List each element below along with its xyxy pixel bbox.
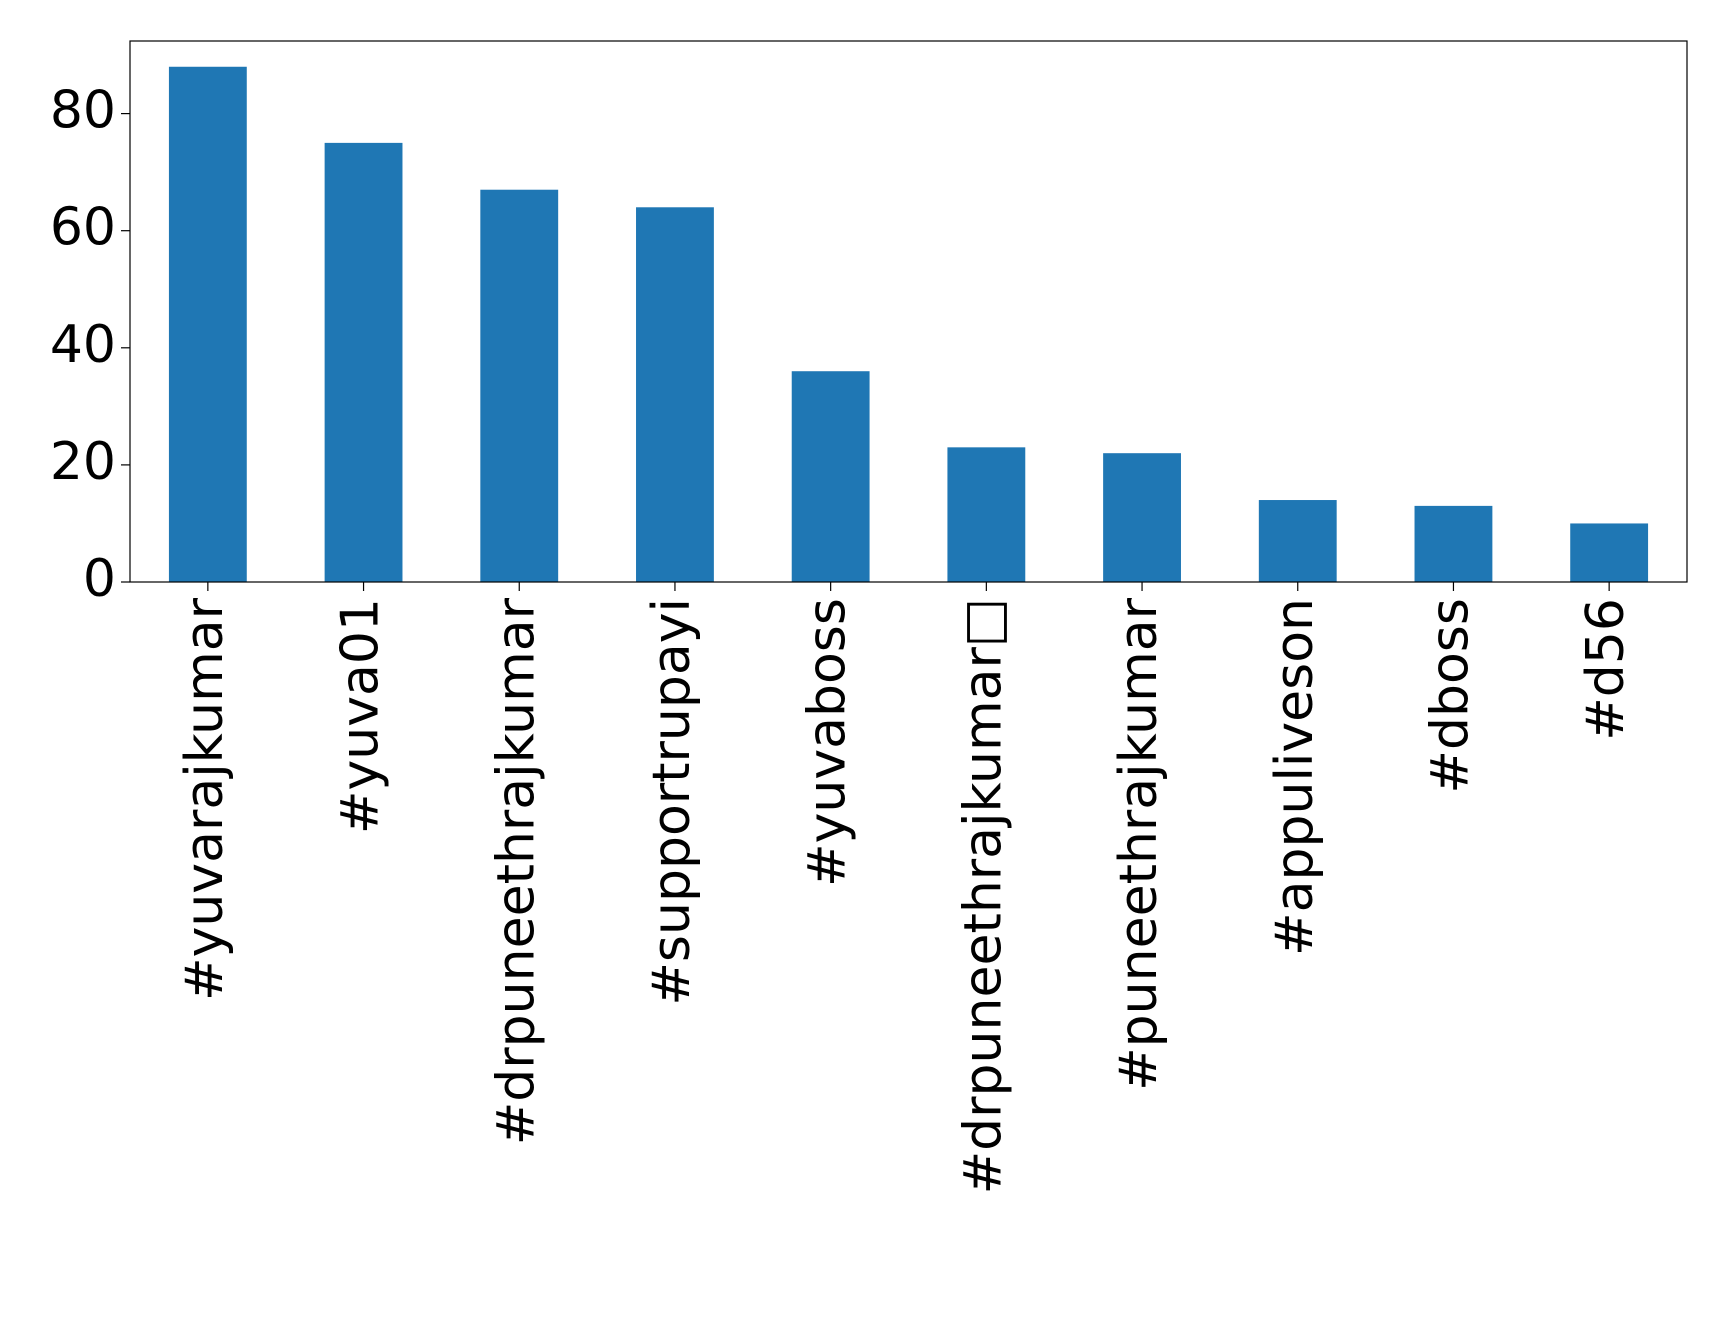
plot-frame xyxy=(129,40,1688,583)
bar xyxy=(480,189,559,583)
y-tick-label: 0 xyxy=(83,549,116,609)
x-tick-label: #yuvaboss xyxy=(798,598,858,887)
x-tick-label: #d56 xyxy=(1576,598,1636,741)
x-tick-label: #yuva01 xyxy=(331,598,391,834)
bar xyxy=(1414,505,1493,582)
y-tick-label: 80 xyxy=(50,81,116,141)
x-tick-label: #drpuneethrajkumar xyxy=(486,597,546,1145)
y-tick-label: 20 xyxy=(50,432,116,492)
x-tick-label: #drpuneethrajkumar□ xyxy=(953,598,1013,1194)
bar xyxy=(791,371,870,582)
bar xyxy=(1103,453,1181,582)
x-tick-label: #puneethrajkumar xyxy=(1109,597,1169,1091)
x-tick-label: #supportrupayi xyxy=(642,598,702,1006)
x-tick-label: #dboss xyxy=(1420,598,1480,794)
y-tick-label: 60 xyxy=(50,198,116,258)
bar xyxy=(324,142,403,582)
bar xyxy=(947,447,1026,582)
bar xyxy=(1258,500,1337,582)
x-tick-label: #yuvarajkumar xyxy=(175,597,235,1001)
y-tick-label: 40 xyxy=(50,315,116,375)
bar xyxy=(168,66,247,582)
x-tick-label: #appuliveson xyxy=(1265,598,1325,956)
bar xyxy=(1570,523,1649,582)
bar xyxy=(636,207,714,583)
